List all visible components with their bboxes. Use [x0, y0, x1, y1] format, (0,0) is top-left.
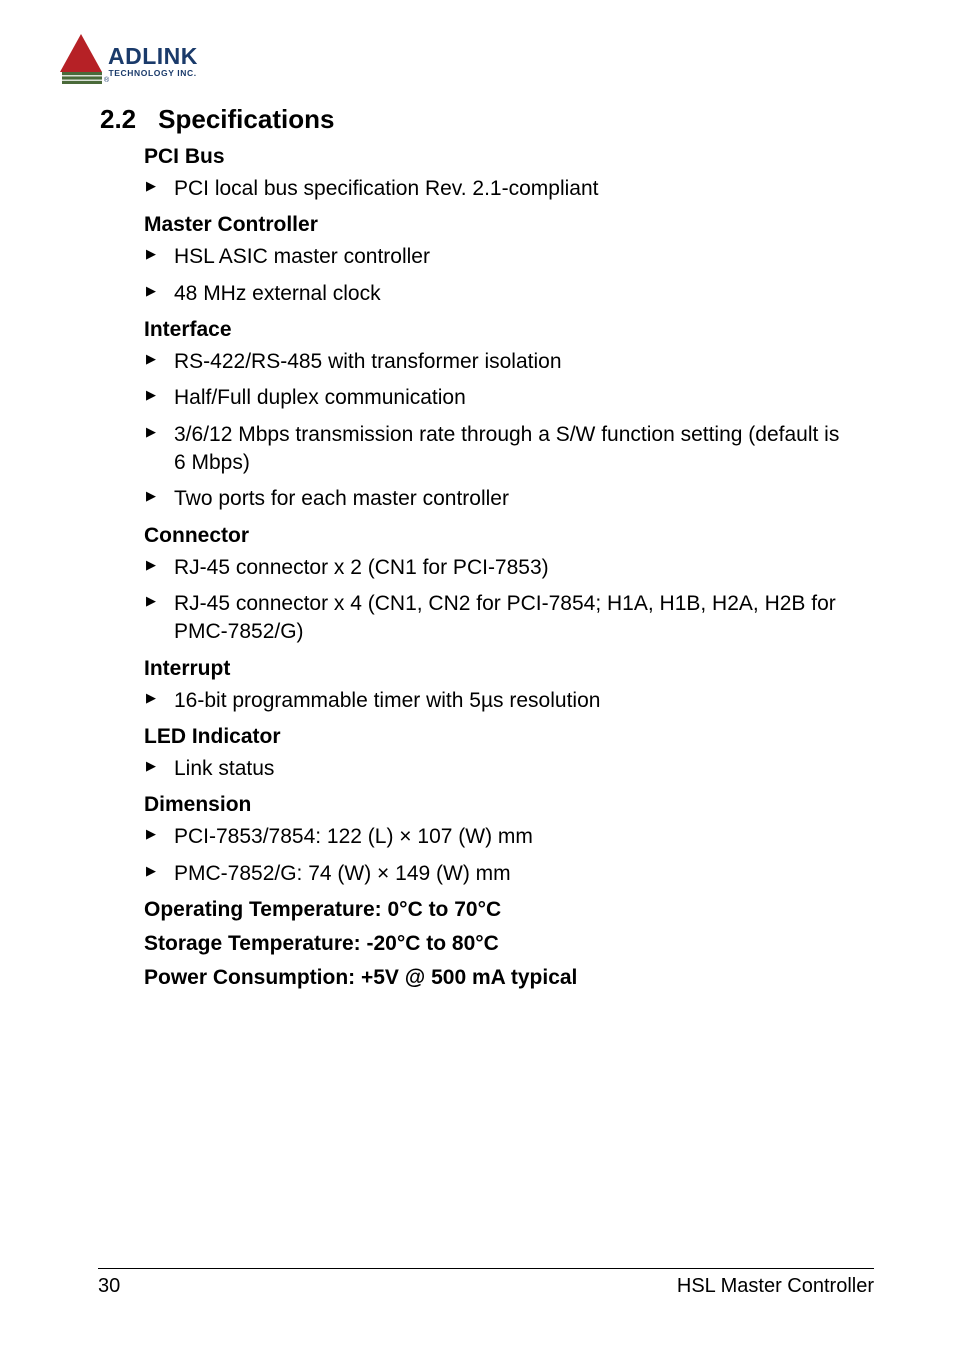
list-led-indicator: Link status: [144, 755, 854, 783]
list-interrupt: 16-bit programmable timer with 5µs resol…: [144, 687, 854, 715]
list-master-controller: HSL ASIC master controller 48 MHz extern…: [144, 243, 854, 308]
list-item: HSL ASIC master controller: [144, 243, 854, 271]
list-item: RS-422/RS-485 with transformer isolation: [144, 348, 854, 376]
page-footer: 30 HSL Master Controller: [98, 1268, 874, 1298]
list-item: RJ-45 connector x 4 (CN1, CN2 for PCI-78…: [144, 590, 854, 647]
section-heading: Specifications: [158, 104, 334, 134]
line-operating-temperature: Operating Temperature: 0°C to 70°C: [144, 898, 854, 922]
list-item: Link status: [144, 755, 854, 783]
section-number: 2.2: [100, 104, 136, 135]
subhead-interface: Interface: [144, 318, 854, 342]
line-storage-temperature: Storage Temperature: -20°C to 80°C: [144, 932, 854, 956]
list-item: Half/Full duplex communication: [144, 384, 854, 412]
list-item: 16-bit programmable timer with 5µs resol…: [144, 687, 854, 715]
list-item: PCI-7853/7854: 122 (L) × 107 (W) mm: [144, 823, 854, 851]
logo-brand-top: ADLINK: [108, 43, 198, 69]
svg-text:®: ®: [104, 76, 110, 84]
subhead-led-indicator: LED Indicator: [144, 725, 854, 749]
footer-label: HSL Master Controller: [677, 1275, 874, 1298]
list-item: 48 MHz external clock: [144, 280, 854, 308]
list-item: RJ-45 connector x 2 (CN1 for PCI-7853): [144, 554, 854, 582]
subhead-pci-bus: PCI Bus: [144, 145, 854, 169]
section-title: 2.2 Specifications: [100, 104, 874, 135]
list-item: 3/6/12 Mbps transmission rate through a …: [144, 421, 854, 478]
logo-brand-bottom: TECHNOLOGY INC.: [109, 68, 197, 78]
brand-logo: ADLINK TECHNOLOGY INC. ®: [58, 32, 874, 86]
content-body: PCI Bus PCI local bus specification Rev.…: [144, 145, 854, 990]
subhead-dimension: Dimension: [144, 793, 854, 817]
list-pci-bus: PCI local bus specification Rev. 2.1-com…: [144, 175, 854, 203]
list-connector: RJ-45 connector x 2 (CN1 for PCI-7853) R…: [144, 554, 854, 647]
list-item: PCI local bus specification Rev. 2.1-com…: [144, 175, 854, 203]
list-interface: RS-422/RS-485 with transformer isolation…: [144, 348, 854, 514]
list-item: Two ports for each master controller: [144, 485, 854, 513]
line-power-consumption: Power Consumption: +5V @ 500 mA typical: [144, 966, 854, 990]
subhead-connector: Connector: [144, 524, 854, 548]
list-item: PMC-7852/G: 74 (W) × 149 (W) mm: [144, 860, 854, 888]
page-number: 30: [98, 1275, 120, 1298]
subhead-interrupt: Interrupt: [144, 657, 854, 681]
list-dimension: PCI-7853/7854: 122 (L) × 107 (W) mm PMC-…: [144, 823, 854, 888]
subhead-master-controller: Master Controller: [144, 213, 854, 237]
